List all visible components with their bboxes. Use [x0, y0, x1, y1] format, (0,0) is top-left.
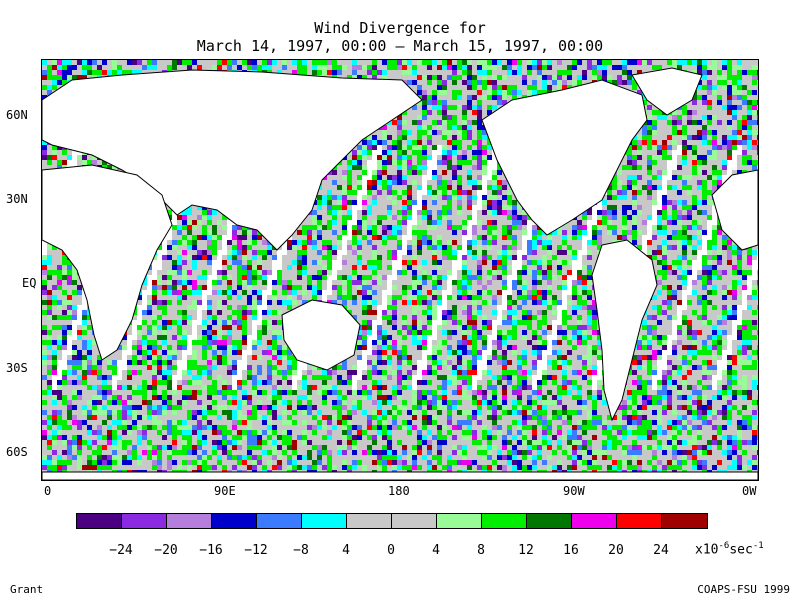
- africa-wrap: [711, 169, 758, 251]
- colorbar-tick-label: −16: [199, 543, 223, 558]
- map-plot-area: [41, 59, 759, 481]
- colorbar-tick-label: 0: [387, 543, 395, 558]
- map-title-line1: Wind Divergence for: [314, 19, 486, 37]
- unit-exponent: -6: [718, 541, 730, 551]
- colorbar-swatch-1: [122, 514, 167, 528]
- greenland: [631, 67, 703, 116]
- map-title-line2: March 14, 1997, 00:00 – March 15, 1997, …: [196, 37, 604, 55]
- africa: [42, 164, 173, 361]
- colorbar-swatch-10: [527, 514, 572, 528]
- colorbar-swatch-8: [437, 514, 482, 528]
- colorbar-swatch-6: [347, 514, 392, 528]
- divergence-map: [42, 60, 758, 480]
- lon-label-180: 180: [388, 484, 410, 498]
- australia: [281, 299, 361, 371]
- continents: [42, 67, 758, 480]
- south-america: [591, 239, 658, 422]
- colorbar-tick-label: 4: [432, 543, 440, 558]
- credit-organization: COAPS-FSU 1999: [697, 583, 790, 596]
- colorbar-tick-label: 8: [477, 543, 485, 558]
- lat-label-60s: 60S: [6, 445, 28, 459]
- unit-suffix: sec: [729, 542, 753, 558]
- lon-label-0w: 0W: [742, 484, 757, 498]
- colorbar-tick-label: −8: [293, 543, 309, 558]
- lat-label-30s: 30S: [6, 361, 28, 375]
- colorbar-swatch-11: [572, 514, 617, 528]
- colorbar: [76, 513, 708, 529]
- lon-label-90w: 90W: [563, 484, 585, 498]
- colorbar-swatch-12: [617, 514, 662, 528]
- colorbar-tick-label: 12: [518, 543, 534, 558]
- colorbar-tick-label: −12: [244, 543, 268, 558]
- colorbar-tick-label: 4: [342, 543, 350, 558]
- unit-base: x10: [695, 542, 719, 558]
- lat-label-30n: 30N: [6, 192, 28, 206]
- eurasia: [42, 69, 423, 251]
- colorbar-swatch-0: [77, 514, 122, 528]
- lon-label-0: 0: [44, 484, 52, 498]
- colorbar-unit: x10-6sec-1: [695, 541, 764, 557]
- colorbar-tick-label: 24: [653, 543, 669, 558]
- colorbar-tick-label: −20: [154, 543, 178, 558]
- colorbar-swatch-3: [212, 514, 257, 528]
- colorbar-swatch-4: [257, 514, 302, 528]
- credit-author: Grant: [10, 583, 44, 596]
- colorbar-tick-label: 20: [608, 543, 624, 558]
- lat-label-60n: 60N: [6, 108, 28, 122]
- colorbar-tick-label: 16: [563, 543, 579, 558]
- colorbar-swatch-7: [392, 514, 437, 528]
- colorbar-swatch-9: [482, 514, 527, 528]
- colorbar-swatch-5: [302, 514, 347, 528]
- antarctica: [42, 471, 758, 480]
- north-america: [481, 79, 648, 236]
- colorbar-tick-label: −24: [109, 543, 133, 558]
- colorbar-swatch-2: [167, 514, 212, 528]
- lat-label-eq: EQ: [22, 276, 37, 290]
- lon-label-90e: 90E: [214, 484, 236, 498]
- colorbar-swatch-13: [662, 514, 707, 528]
- unit-exponent-2: -1: [752, 541, 764, 551]
